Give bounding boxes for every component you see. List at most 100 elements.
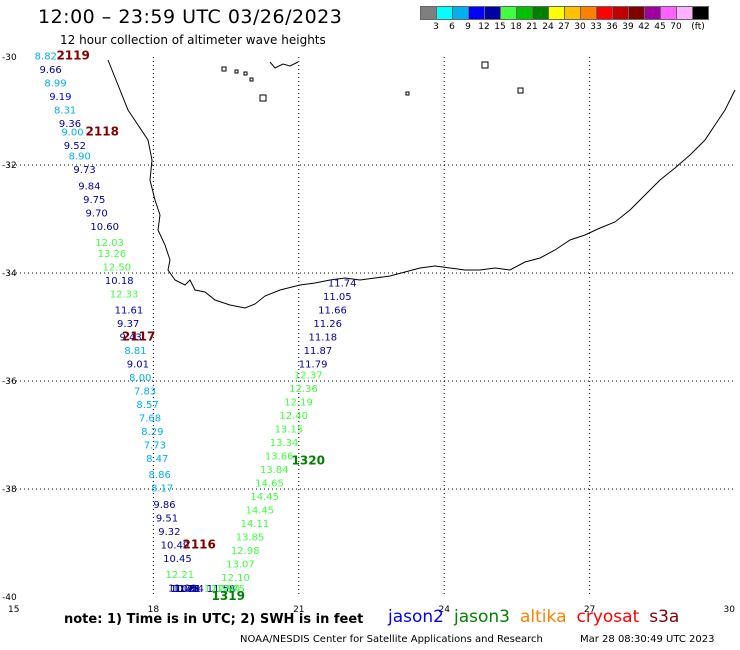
pass-time-label: 1320 — [292, 454, 325, 468]
color-swatch — [676, 6, 693, 20]
x-tick-label: 15 — [8, 605, 19, 615]
note-text: note: 1) Time is in UTC; 2) SWH is in fe… — [64, 612, 364, 627]
axis-labels: 15 18 21 24 27 30 -30 -32 -34 -36 -38 -40 — [2, 53, 735, 615]
wave-height-value: 8.17 — [151, 484, 173, 495]
color-swatch — [612, 6, 629, 20]
wave-height-value: 11.61 — [115, 306, 144, 317]
satellite-legend: jason2 jason3 altika cryosat s3a — [388, 607, 689, 627]
wave-height-value: 12.94 — [212, 584, 241, 595]
y-tick-label: -36 — [2, 377, 17, 387]
color-swatch — [484, 6, 501, 20]
wave-height-value: 9.37 — [117, 319, 139, 330]
altimeter-tracks: 8.82 9.66 8.99 9.19 8.31 9.369.00 2119 9.528.90… — [35, 49, 357, 603]
wave-height-value: 10.79 — [170, 584, 199, 595]
footer-credit: NOAA/NESDIS Center for Satellite Applica… — [240, 634, 543, 645]
lake-2 — [234, 69, 239, 74]
wave-height-value: 8.82 — [35, 52, 57, 63]
wave-height-value: 12.75 — [216, 584, 245, 595]
wave-height-value: 12.10 — [221, 573, 250, 584]
lake-5 — [259, 94, 267, 102]
color-scale-label: 39 — [622, 22, 634, 32]
color-scale-label: 70 — [670, 22, 682, 32]
wave-height-value: 9.52 — [64, 141, 86, 152]
y-tick-label: -34 — [2, 269, 17, 279]
wave-height-value: 11.58 — [207, 584, 236, 595]
color-swatch — [628, 6, 645, 20]
inland-border — [269, 61, 299, 69]
wave-height-value: 13.66 — [265, 451, 294, 462]
color-scale-label: 36 — [606, 22, 618, 32]
lake-8 — [405, 91, 410, 96]
coastline — [107, 59, 736, 309]
wave-height-value: 9.32 — [158, 527, 180, 538]
lake-7 — [517, 87, 524, 94]
wave-height-value: 11.66 — [318, 306, 347, 317]
wave-height-value: 12.21 — [166, 570, 195, 581]
lake-4 — [249, 77, 254, 82]
wave-height-value: 12.98 — [231, 546, 260, 557]
page-subtitle: 12 hour collection of altimeter wave hei… — [60, 33, 326, 47]
legend-item-s3a: s3a — [649, 607, 680, 627]
legend-item-jason3: jason3 — [454, 607, 510, 627]
wave-height-value: 9.66 — [40, 65, 62, 76]
color-swatch — [580, 6, 597, 20]
wave-height-value: 10.18 — [105, 276, 134, 287]
color-scale — [420, 6, 709, 20]
color-scale-label: 6 — [449, 22, 455, 32]
lake-1 — [221, 66, 227, 72]
wave-height-value: 14.11 — [241, 519, 270, 530]
color-scale-label: 33 — [590, 22, 602, 32]
x-tick-label: 27 — [584, 605, 595, 615]
wave-height-value: 10.45 — [163, 554, 192, 565]
color-scale-label: 18 — [510, 22, 522, 32]
wave-height-value: 13.26 — [98, 249, 127, 260]
color-swatch — [596, 6, 613, 20]
lake-6 — [481, 61, 489, 69]
wave-height-value: 8.29 — [141, 427, 163, 438]
wave-height-value: 8.47 — [146, 454, 168, 465]
wave-height-value: 8.31 — [54, 106, 76, 117]
color-swatch — [692, 6, 709, 20]
wave-height-value: 8.90 — [69, 152, 91, 163]
color-swatch — [452, 6, 469, 20]
wave-height-value: 7.73 — [144, 441, 166, 452]
wave-height-value: 8.99 — [44, 79, 66, 90]
wave-height-value: 10.94 — [175, 584, 204, 595]
wave-height-value: 13.85 — [236, 532, 265, 543]
wave-height-value: 12.33 — [110, 289, 139, 300]
color-swatch — [644, 6, 661, 20]
pass-time-label: 2116 — [182, 537, 215, 551]
wave-height-value: 8.00 — [129, 373, 151, 384]
wave-height-value: 9.01 — [127, 360, 149, 371]
wave-height-value: 14.45 — [250, 492, 279, 503]
wave-height-value: 12.38 — [204, 584, 233, 595]
color-swatch — [500, 6, 517, 20]
color-scale-label: 21 — [526, 22, 538, 32]
color-swatch — [564, 6, 581, 20]
wave-height-value: 9.43 — [119, 333, 141, 344]
y-tick-label: -38 — [2, 485, 17, 495]
y-tick-label: -40 — [2, 593, 17, 603]
wave-height-value: 11.31 — [173, 584, 202, 595]
color-scale-labels: 3 6 9 12 15 18 21 24 27 30 33 36 39 42 45 70 (ft) — [420, 22, 740, 36]
wave-height-value: 12.37 — [294, 370, 323, 381]
footer-timestamp: Mar 28 08:30:49 UTC 2023 — [580, 634, 715, 645]
color-scale-label: 30 — [574, 22, 586, 32]
color-scale-label: 15 — [494, 22, 506, 32]
wave-height-value: 11.05 — [323, 292, 352, 303]
color-scale-label: 42 — [638, 22, 650, 32]
color-scale-label: 3 — [433, 22, 439, 32]
wave-height-value: 8.86 — [149, 470, 171, 481]
wave-height-value: 8.57 — [136, 400, 158, 411]
wave-height-value: 11.18 — [308, 333, 337, 344]
wave-height-value: 11.87 — [304, 346, 333, 357]
wave-height-value: 9.75 — [83, 195, 105, 206]
pass-time-label: 1319 — [212, 589, 245, 603]
color-swatch — [548, 6, 565, 20]
lake-3 — [243, 71, 248, 76]
page-title: 12:00 – 23:59 UTC 03/26/2023 — [38, 6, 343, 28]
wave-height-value: 9.51 — [156, 513, 178, 524]
wave-height-value: 14.45 — [245, 505, 274, 516]
color-scale-label: 24 — [542, 22, 554, 32]
